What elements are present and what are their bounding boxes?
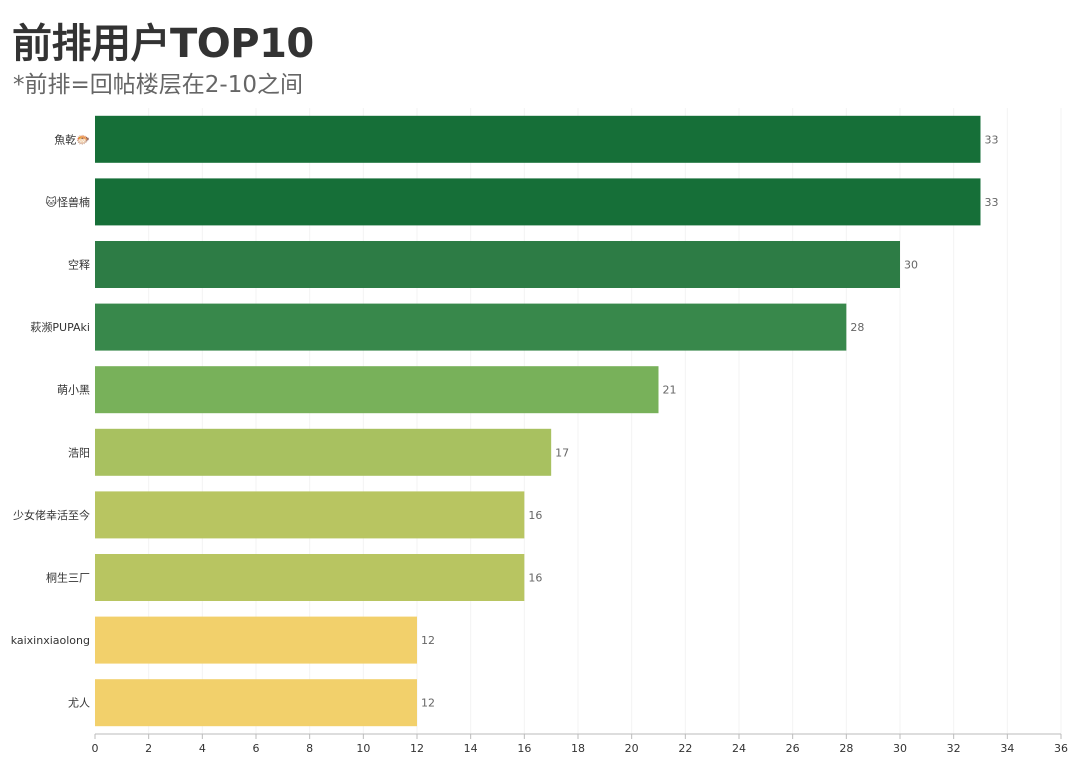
bar: [95, 115, 981, 163]
x-tick-label: 12: [410, 742, 424, 755]
x-tick-label: 32: [947, 742, 961, 755]
y-category-label: kaixinxiaolong: [11, 634, 90, 647]
x-tick-label: 0: [92, 742, 99, 755]
x-tick-label: 22: [678, 742, 692, 755]
y-category-label: 尤人: [68, 697, 90, 710]
y-category-label: 萩濒PUPAki: [30, 320, 90, 334]
x-tick-label: 16: [517, 742, 531, 755]
bar: [95, 616, 417, 664]
y-category-label: 萌小黑: [57, 383, 90, 397]
x-tick-label: 18: [571, 742, 585, 755]
bar-value-label: 33: [985, 133, 999, 146]
y-category-label: 少女佬幸活至今: [13, 508, 90, 522]
y-category-label: 浩阳: [68, 446, 90, 459]
x-tick-label: 26: [786, 742, 800, 755]
x-tick-label: 36: [1054, 742, 1068, 755]
bar: [95, 491, 525, 539]
bar-value-label: 30: [904, 259, 918, 272]
x-tick-label: 30: [893, 742, 907, 755]
bar: [95, 303, 847, 351]
bar: [95, 241, 900, 288]
bar: [95, 178, 981, 226]
y-category-label: 空释: [68, 258, 90, 272]
bar-value-label: 17: [555, 446, 569, 459]
bar: [95, 554, 525, 601]
x-tick-label: 8: [306, 742, 313, 755]
bar-value-label: 12: [421, 697, 435, 710]
bar-value-label: 28: [850, 321, 864, 334]
x-tick-label: 2: [145, 742, 152, 755]
x-tick-label: 4: [199, 742, 206, 755]
bar-value-label: 12: [421, 634, 435, 647]
x-tick-label: 20: [625, 742, 639, 755]
bar: [95, 428, 552, 476]
x-tick-label: 34: [1000, 742, 1014, 755]
chart-title: 前排用户TOP10: [12, 21, 314, 67]
bar: [95, 366, 659, 414]
x-tick-label: 14: [464, 742, 478, 755]
x-axis: 0 2 4 6 8 10 12 14 16 18 20 22 24 26 28 30 32 34 36: [92, 733, 1068, 755]
x-tick-label: 6: [253, 742, 260, 755]
data-labels: 33 33 30 28 21 17 16 16 12 12: [421, 133, 999, 709]
bar-value-label: 33: [985, 196, 999, 209]
chart-subtitle: *前排=回帖楼层在2-10之间: [13, 72, 303, 98]
y-category-label: 魚乾🐡: [54, 133, 90, 146]
y-category-label: 桐生三厂: [46, 571, 90, 585]
x-tick-label: 24: [732, 742, 746, 755]
x-tick-label: 10: [356, 742, 370, 755]
bar-series: [95, 115, 981, 727]
bar: [95, 679, 417, 727]
bar-value-label: 16: [528, 572, 542, 585]
x-tick-label: 28: [839, 742, 853, 755]
y-category-label: 🐱怪兽楠: [46, 195, 90, 209]
bar-value-label: 16: [528, 509, 542, 522]
bar-value-label: 21: [663, 384, 677, 397]
